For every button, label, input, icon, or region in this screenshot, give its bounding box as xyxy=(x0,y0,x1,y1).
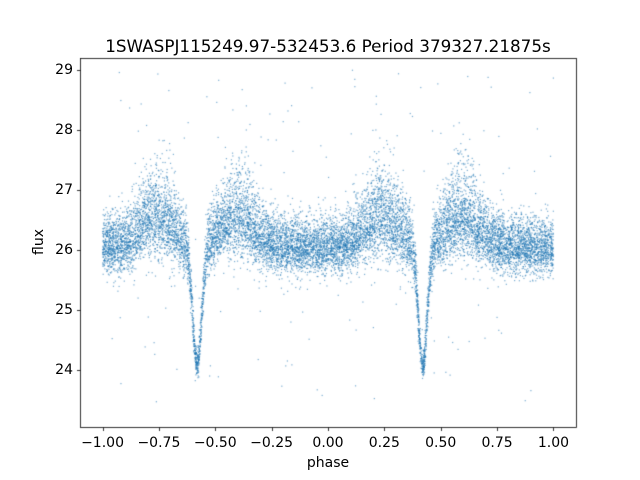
x-tick-label: −0.75 xyxy=(137,435,181,451)
x-tick-label: 0.75 xyxy=(481,435,513,451)
x-tick-label: 0.25 xyxy=(368,435,400,451)
y-tick-label: 28 xyxy=(55,122,73,138)
chart-title: 1SWASPJ115249.97-532453.6 Period 379327.… xyxy=(105,36,551,56)
x-tick-label: 0.00 xyxy=(312,435,344,451)
x-tick-label: −1.00 xyxy=(81,435,124,451)
x-tick-label: 0.50 xyxy=(425,435,457,451)
y-tick-label: 25 xyxy=(55,302,73,318)
y-tick-label: 27 xyxy=(55,182,73,198)
x-tick-label: −0.50 xyxy=(193,435,237,451)
x-tick-label: −0.25 xyxy=(250,435,294,451)
y-tick-label: 24 xyxy=(55,362,73,378)
y-tick-label: 26 xyxy=(55,242,73,258)
x-tick-label: 1.00 xyxy=(537,435,570,451)
x-axis-label: phase xyxy=(306,455,350,471)
y-tick-label: 29 xyxy=(55,62,73,78)
